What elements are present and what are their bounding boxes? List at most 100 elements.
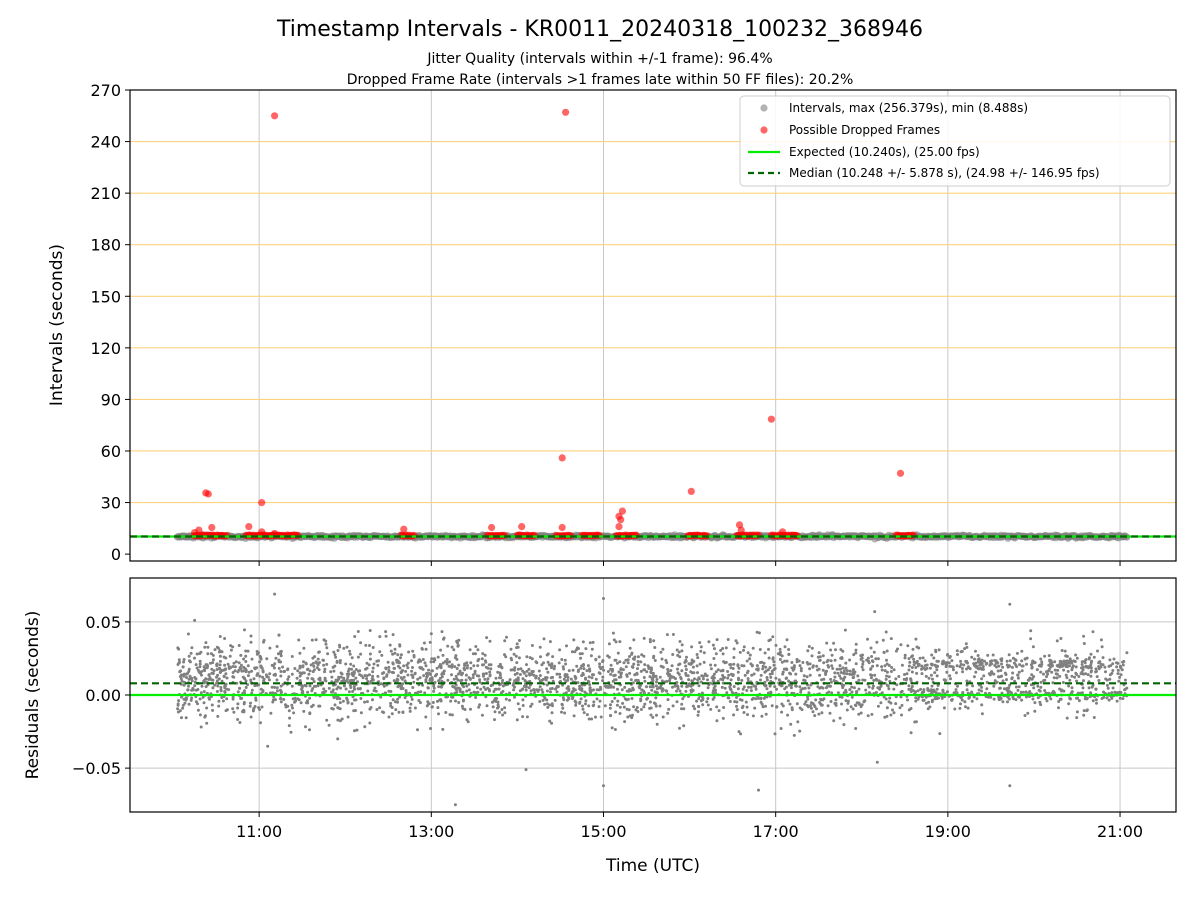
residual-point — [518, 707, 522, 711]
residual-point — [1092, 716, 1096, 719]
residual-point — [613, 728, 617, 731]
residual-point — [302, 660, 305, 664]
residual-point — [642, 636, 646, 640]
legend-entry-dropped: Possible Dropped Frames — [789, 123, 940, 137]
residual-point — [876, 657, 880, 661]
residual-point — [1045, 699, 1049, 703]
residual-point — [1061, 681, 1065, 684]
residual-point — [805, 661, 809, 664]
residual-point — [478, 678, 482, 682]
residual-point — [348, 679, 352, 683]
residual-point — [488, 639, 492, 643]
residual-point — [966, 691, 970, 695]
residual-point — [561, 696, 565, 700]
residual-point — [198, 665, 202, 669]
residual-point — [735, 708, 739, 712]
residual-point — [1107, 664, 1111, 668]
residual-point — [477, 705, 481, 709]
residual-point — [453, 691, 457, 695]
residual-point — [689, 684, 693, 688]
residual-point — [456, 686, 460, 690]
residual-point — [773, 732, 777, 736]
residual-point — [352, 678, 356, 682]
residual-point — [217, 646, 220, 650]
dropped-frame-point — [779, 528, 787, 536]
residual-point — [1106, 686, 1110, 690]
residual-point — [904, 678, 908, 682]
residual-point — [294, 699, 298, 703]
residual-point — [283, 669, 287, 673]
residual-point — [727, 696, 731, 700]
residual-point — [857, 678, 861, 682]
residual-point — [592, 688, 595, 692]
residual-point — [642, 668, 646, 672]
residual-point — [366, 689, 370, 693]
dropped-frame-point — [204, 490, 212, 498]
residual-point — [803, 678, 807, 682]
residual-point — [785, 676, 789, 680]
residual-point — [844, 688, 848, 692]
residual-point — [419, 659, 423, 663]
residual-point — [198, 697, 202, 701]
residual-point — [493, 710, 497, 714]
residual-point — [1048, 658, 1052, 662]
residual-point — [577, 668, 580, 672]
residual-point — [436, 706, 440, 710]
residual-point — [365, 661, 369, 665]
residual-point — [839, 676, 843, 680]
residual-point — [428, 672, 432, 675]
residual-point — [353, 698, 356, 702]
residual-point — [1063, 660, 1067, 663]
residual-point — [755, 630, 759, 634]
residual-point — [346, 675, 350, 679]
residual-point — [463, 668, 467, 672]
residual-point — [609, 703, 612, 707]
residual-point — [610, 700, 614, 703]
residual-point — [607, 655, 611, 659]
residual-point — [542, 637, 546, 641]
residual-point — [930, 684, 934, 688]
residual-point — [918, 656, 922, 660]
residual-point — [748, 657, 752, 661]
residual-point — [715, 638, 719, 642]
dropped-frame-point — [737, 526, 745, 534]
residual-point — [279, 654, 283, 658]
residual-point — [351, 673, 354, 677]
residual-point — [572, 714, 576, 718]
residual-point — [649, 713, 653, 717]
residual-point — [203, 666, 207, 670]
residual-point — [488, 689, 491, 693]
residual-point — [1038, 689, 1042, 693]
residual-point — [634, 678, 638, 682]
residual-point — [838, 664, 842, 668]
residual-point — [860, 656, 864, 660]
residual-point — [306, 690, 310, 694]
residual-point — [959, 650, 963, 654]
residual-point — [439, 648, 443, 652]
residual-point — [659, 685, 663, 689]
residual-point — [854, 662, 858, 666]
residual-point — [1053, 660, 1057, 664]
chart-subtitle-dropped: Dropped Frame Rate (intervals >1 frames … — [347, 72, 854, 88]
residual-point — [790, 661, 794, 664]
residual-point — [475, 686, 479, 690]
residual-point — [964, 705, 967, 709]
residual-point — [1039, 680, 1043, 684]
residual-point — [726, 676, 730, 680]
residual-point — [1099, 665, 1103, 669]
residual-point — [1068, 678, 1072, 682]
residual-point — [900, 663, 904, 667]
residual-point — [525, 669, 529, 673]
residual-point — [276, 652, 280, 656]
residual-point — [244, 670, 248, 674]
residual-point — [920, 672, 924, 676]
residual-point — [767, 656, 771, 660]
residual-point — [363, 674, 367, 677]
residual-point — [653, 646, 657, 649]
residual-point — [635, 706, 639, 709]
residual-point — [808, 673, 812, 677]
residual-point — [584, 699, 588, 703]
residual-point — [668, 673, 672, 676]
residual-point — [307, 672, 311, 676]
residual-point — [883, 664, 887, 668]
